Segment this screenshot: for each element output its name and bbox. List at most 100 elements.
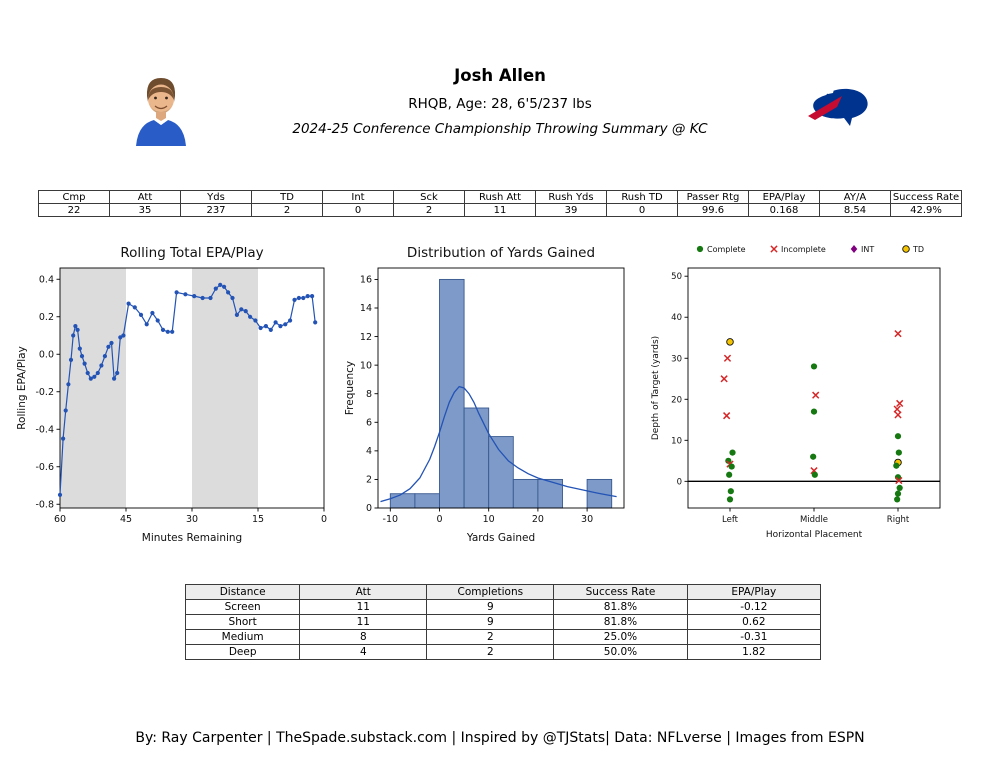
player-headshot-photo (130, 72, 192, 146)
table-row: Short 11 9 81.8% 0.62 (184, 614, 822, 630)
table-cell: -0.12 (686, 599, 822, 615)
column-header: Yds (180, 190, 252, 204)
headshot-eye (165, 96, 168, 100)
table-cell: 8 (299, 629, 428, 645)
distance-breakdown-table: Distance Att Completions Success Rate EPA/Pl… (184, 584, 822, 660)
svg-text:Incomplete: Incomplete (781, 245, 826, 254)
headshot-hairline (148, 87, 174, 100)
svg-text:60: 60 (54, 514, 66, 525)
svg-text:0.2: 0.2 (39, 312, 54, 323)
column-header: TD (251, 190, 323, 204)
buffalo-body (813, 88, 868, 126)
column-header: Success Rate (553, 584, 688, 600)
headshot-neck (156, 112, 166, 121)
svg-text:Horizontal Placement: Horizontal Placement (766, 530, 863, 540)
svg-text:Frequency: Frequency (344, 361, 356, 415)
svg-text:30: 30 (671, 354, 682, 364)
column-header: Rush TD (606, 190, 678, 204)
stats-summary-table: Cmp Att Yds TD Int Sck Rush Att Rush Yds Rush TD… (38, 190, 962, 217)
legend-item-incomplete: Incomplete (770, 245, 826, 254)
table-cell: 1.82 (686, 644, 822, 660)
column-header: Rush Att (464, 190, 536, 204)
svg-text:30: 30 (581, 514, 593, 525)
headshot-hair (146, 78, 176, 102)
table-cell: 0 (322, 203, 394, 217)
table-row: Deep 4 2 50.0% 1.82 (184, 644, 822, 660)
table-cell: Medium (184, 629, 301, 645)
svg-text:INT: INT (861, 245, 874, 254)
player-name: Josh Allen (454, 66, 546, 85)
svg-text:-0.8: -0.8 (35, 499, 54, 510)
table-cell: 237 (180, 203, 252, 217)
table-cell: 4 (299, 644, 428, 660)
svg-text:Yards Gained: Yards Gained (466, 532, 535, 544)
table-cell: 81.8% (553, 614, 688, 630)
column-header: Distance (184, 584, 301, 600)
table-cell: Deep (184, 644, 301, 660)
svg-text:Distribution of Yards Gained: Distribution of Yards Gained (407, 245, 595, 261)
table-cell: 0.168 (748, 203, 820, 217)
table-cell: 9 (426, 599, 555, 615)
svg-text:2: 2 (366, 475, 372, 486)
svg-text:8: 8 (366, 389, 372, 400)
table-cell: 81.8% (553, 599, 688, 615)
table-row: Medium 8 2 25.0% -0.31 (184, 629, 822, 645)
table-cell: 2 (426, 629, 555, 645)
svg-text:-0.2: -0.2 (35, 387, 54, 398)
svg-text:0: 0 (677, 477, 682, 487)
table-cell: 39 (535, 203, 607, 217)
svg-text:15: 15 (252, 514, 264, 525)
depth-of-target-scatter: 0 10 20 30 40 50 Left Middle Right Complete Incomp… (651, 245, 941, 540)
table-cell: 11 (299, 599, 428, 615)
svg-text:50: 50 (671, 272, 682, 282)
table-row: Screen 11 9 81.8% -0.12 (184, 599, 822, 615)
column-header: Att (299, 584, 428, 600)
table-cell: 2 (251, 203, 323, 217)
svg-text:TD: TD (912, 245, 924, 254)
column-header: Rush Yds (535, 190, 607, 204)
svg-text:30: 30 (186, 514, 198, 525)
svg-text:Complete: Complete (707, 245, 746, 254)
headshot-collar (154, 118, 168, 125)
player-bio: RHQB, Age: 28, 6'5/237 lbs (408, 96, 592, 112)
svg-text:0: 0 (366, 503, 372, 514)
table-cell: 2 (393, 203, 465, 217)
svg-text:Rolling Total EPA/Play: Rolling Total EPA/Play (120, 245, 263, 261)
bills-team-logo (804, 85, 872, 129)
table-cell: 2 (426, 644, 555, 660)
report-header: Josh Allen RHQB, Age: 28, 6'5/237 lbs 20… (0, 66, 1000, 137)
column-header: Completions (426, 584, 555, 600)
footer-credits: By: Ray Carpenter | TheSpade.substack.co… (135, 730, 865, 746)
svg-text:Minutes Remaining: Minutes Remaining (142, 532, 242, 544)
table-cell: Short (184, 614, 301, 630)
column-header: Att (109, 190, 181, 204)
headshot-jersey (136, 120, 186, 146)
svg-text:Middle: Middle (800, 515, 828, 525)
report-title: 2024-25 Conference Championship Throwing… (292, 121, 708, 137)
table-cell: 35 (109, 203, 181, 217)
svg-text:0: 0 (321, 514, 327, 525)
distance-header-row: Distance Att Completions Success Rate EPA/Pl… (184, 584, 822, 600)
table-cell: 0.62 (686, 614, 822, 630)
column-header: Passer Rtg (677, 190, 749, 204)
table-cell: 11 (464, 203, 536, 217)
column-header: AY/A (819, 190, 891, 204)
svg-text:4: 4 (366, 446, 372, 457)
svg-text:0.4: 0.4 (39, 274, 54, 285)
buffalo-horn (825, 87, 834, 94)
table-cell: 22 (38, 203, 110, 217)
svg-text:10: 10 (671, 436, 682, 446)
svg-text:45: 45 (120, 514, 132, 525)
svg-text:16: 16 (360, 275, 372, 286)
column-header: EPA/Play (686, 584, 822, 600)
svg-text:-0.6: -0.6 (35, 462, 54, 473)
headshot-smile (154, 105, 168, 110)
stats-header-row: Cmp Att Yds TD Int Sck Rush Att Rush Yds Rush TD… (38, 190, 962, 204)
table-cell: 25.0% (553, 629, 688, 645)
column-header: Success Rate (890, 190, 962, 204)
svg-text:Right: Right (887, 515, 910, 525)
svg-text:40: 40 (671, 313, 682, 323)
headshot-eye (154, 96, 157, 100)
svg-text:-0.4: -0.4 (35, 424, 54, 435)
